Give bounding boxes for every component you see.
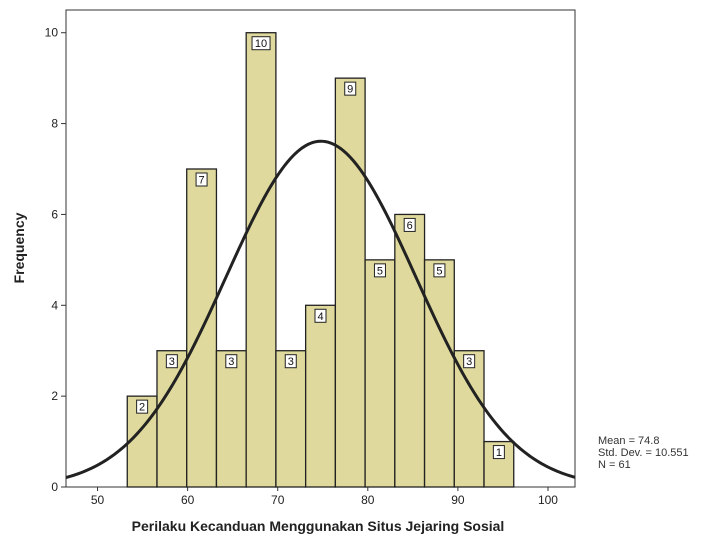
histogram-bar (275, 350, 307, 488)
bar-value-label: 10 (255, 38, 267, 50)
y-tick-label: 4 (51, 298, 58, 312)
bar-value-label: 3 (288, 356, 294, 368)
bar-label-box (373, 263, 386, 278)
histogram-bar (423, 259, 455, 488)
bar-label-box (165, 354, 178, 369)
x-tick-label: 100 (538, 493, 558, 507)
normal-curve (65, 139, 576, 479)
bar-label-box (403, 217, 416, 232)
histogram-bar (364, 259, 396, 488)
bar-label-box (492, 445, 505, 460)
y-tick-label: 6 (51, 207, 58, 221)
y-tick-label: 0 (51, 480, 58, 494)
bar-value-label: 5 (377, 265, 383, 277)
bar-label-box (225, 354, 238, 369)
bar-label-box (136, 399, 149, 414)
histogram-bar (245, 32, 277, 488)
bar-label-box (251, 36, 271, 51)
bars (126, 32, 515, 488)
bar-label-box (195, 172, 208, 187)
histogram-bar (215, 350, 247, 488)
axes: 50 60 70 80 90 100 0 2 4 6 8 10 (45, 26, 559, 507)
stats-legend: Mean = 74.8 Std. Dev. = 10.551 N = 61 (598, 435, 689, 471)
bar-value-label: 6 (407, 220, 413, 232)
histogram-bar (334, 77, 366, 488)
bar-value-label: 1 (496, 447, 502, 459)
stats-mean: Mean = 74.8 (598, 435, 659, 447)
bar-label-box (284, 354, 297, 369)
bar-label-box (314, 308, 327, 323)
x-tick-label: 80 (361, 493, 375, 507)
normal-curve-layer (65, 139, 576, 479)
bar-value-label: 5 (436, 265, 442, 277)
histogram-bar (453, 350, 485, 488)
y-tick-label: 2 (51, 389, 58, 403)
y-tick-label: 10 (45, 26, 59, 40)
x-axis-title: Perilaku Kecanduan Menggunakan Situs Jej… (132, 518, 505, 534)
bar-value-label: 3 (228, 356, 234, 368)
bar-value-label: 9 (347, 84, 353, 96)
bar-value-label: 3 (466, 356, 472, 368)
y-axis-title: Frequency (11, 212, 27, 283)
y-tick-label: 8 (51, 117, 58, 131)
bar-value-labels: 2 3 7 3 10 3 4 9 5 6 5 3 1 (136, 36, 505, 460)
stats-std-dev: Std. Dev. = 10.551 (598, 447, 689, 459)
bar-label-box (433, 263, 446, 278)
histogram-bar (394, 213, 426, 488)
stats-n: N = 61 (598, 459, 631, 471)
x-tick-label: 60 (181, 493, 195, 507)
bar-label-box (344, 81, 357, 96)
x-tick-label: 90 (451, 493, 465, 507)
x-tick-label: 70 (271, 493, 285, 507)
bar-value-label: 2 (139, 402, 145, 414)
bar-label-box (463, 354, 476, 369)
bar-value-label: 4 (317, 311, 323, 323)
bar-value-label: 7 (199, 175, 205, 187)
histogram-bar (156, 350, 188, 488)
histogram-bar (304, 304, 337, 488)
bar-value-label: 3 (169, 356, 175, 368)
x-tick-label: 50 (91, 493, 105, 507)
